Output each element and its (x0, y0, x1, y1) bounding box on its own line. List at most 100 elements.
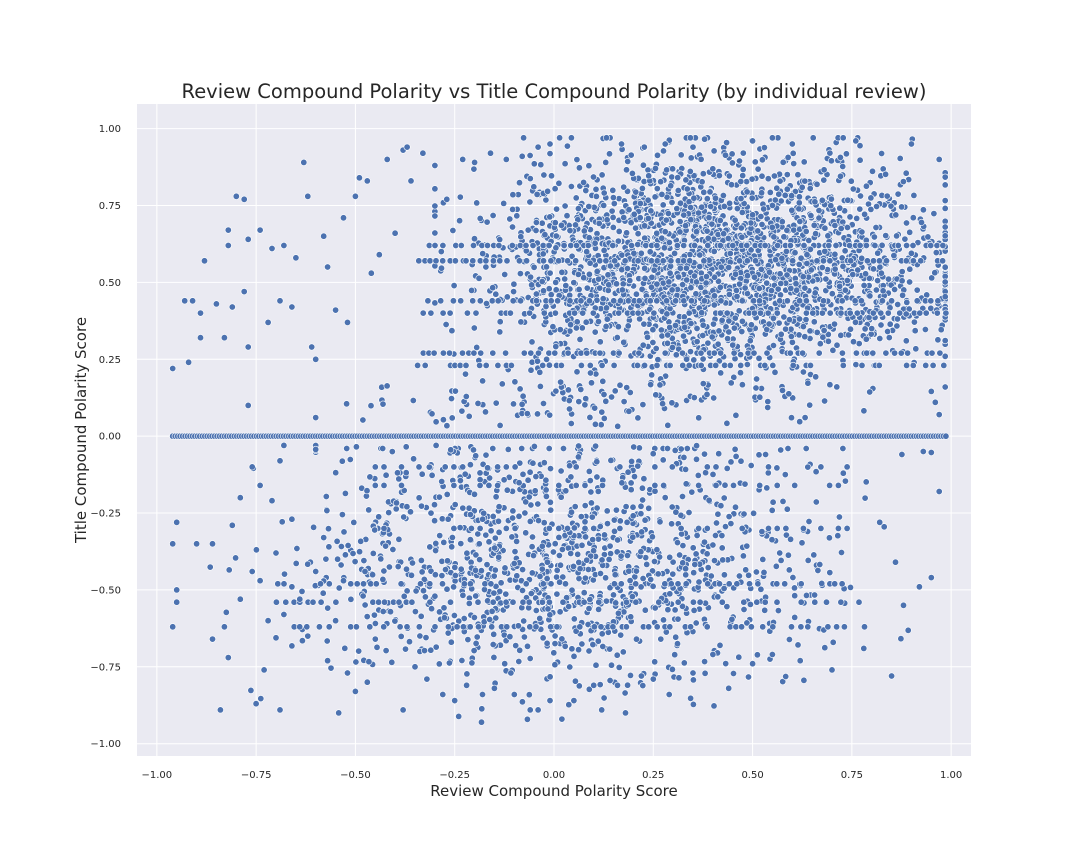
data-point (368, 403, 374, 409)
data-point (665, 332, 671, 338)
data-point (448, 395, 454, 401)
data-point (338, 543, 344, 549)
data-point (394, 470, 400, 476)
data-point (384, 383, 390, 389)
data-point (481, 510, 487, 516)
data-point (652, 482, 658, 488)
data-point (699, 179, 705, 185)
data-point (568, 509, 574, 515)
data-point (582, 525, 588, 531)
data-point (601, 202, 607, 208)
data-point (457, 194, 463, 200)
data-point (761, 569, 767, 575)
data-point (688, 217, 694, 223)
data-point (637, 200, 643, 206)
data-point (452, 697, 458, 703)
data-point (929, 350, 935, 356)
data-point (440, 242, 446, 248)
data-point (819, 310, 825, 316)
data-point (380, 608, 386, 614)
data-point (484, 219, 490, 225)
data-point (381, 568, 387, 574)
data-point (683, 265, 689, 271)
data-point (554, 298, 560, 304)
data-point (774, 465, 780, 471)
data-point (310, 599, 316, 605)
data-point (547, 465, 553, 471)
data-point (586, 163, 592, 169)
data-point (524, 716, 530, 722)
data-point (595, 606, 601, 612)
data-point (569, 646, 575, 652)
data-point (432, 572, 438, 578)
data-point (842, 478, 848, 484)
data-point (512, 464, 518, 470)
data-point (599, 707, 605, 713)
data-point (440, 417, 446, 423)
data-point (627, 672, 633, 678)
data-point (936, 156, 942, 162)
data-point (756, 298, 762, 304)
data-point (241, 288, 247, 294)
data-point (517, 647, 523, 653)
data-point (517, 242, 523, 248)
data-point (905, 627, 911, 633)
data-point (700, 356, 706, 362)
data-point (520, 599, 526, 605)
data-point (770, 499, 776, 505)
data-point (599, 557, 605, 563)
data-point (786, 567, 792, 573)
data-point (938, 327, 944, 333)
data-point (787, 536, 793, 542)
data-point (489, 608, 495, 614)
data-point (521, 350, 527, 356)
data-point (323, 493, 329, 499)
data-point (620, 649, 626, 655)
data-point (718, 298, 724, 304)
data-point (722, 152, 728, 158)
data-point (691, 273, 697, 279)
data-point (796, 206, 802, 212)
data-point (783, 525, 789, 531)
data-point (495, 298, 501, 304)
data-point (811, 592, 817, 598)
data-point (493, 400, 499, 406)
data-point (477, 298, 483, 304)
data-point (628, 242, 634, 248)
data-point (792, 593, 798, 599)
data-point (527, 469, 533, 475)
data-point (490, 350, 496, 356)
data-point (942, 174, 948, 180)
data-point (410, 456, 416, 462)
data-point (771, 234, 777, 240)
data-point (734, 205, 740, 211)
data-point (942, 279, 948, 285)
data-point (724, 420, 730, 426)
data-point (827, 258, 833, 264)
data-point (796, 194, 802, 200)
data-point (729, 151, 735, 157)
data-point (688, 155, 694, 161)
data-point (568, 135, 574, 141)
data-point (754, 652, 760, 658)
data-point (601, 532, 607, 538)
data-point (576, 559, 582, 565)
data-point (942, 182, 948, 188)
data-point (691, 242, 697, 248)
data-point (225, 242, 231, 248)
data-point (432, 624, 438, 630)
data-point (599, 409, 605, 415)
data-point (443, 321, 449, 327)
data-point (912, 328, 918, 334)
data-point (422, 362, 428, 368)
data-point (464, 671, 470, 677)
data-point (842, 248, 848, 254)
data-point (339, 511, 345, 517)
data-point (724, 465, 730, 471)
data-point (701, 298, 707, 304)
data-point (439, 478, 445, 484)
data-point (480, 250, 486, 256)
data-point (241, 196, 247, 202)
data-point (942, 197, 948, 203)
data-point (636, 298, 642, 304)
